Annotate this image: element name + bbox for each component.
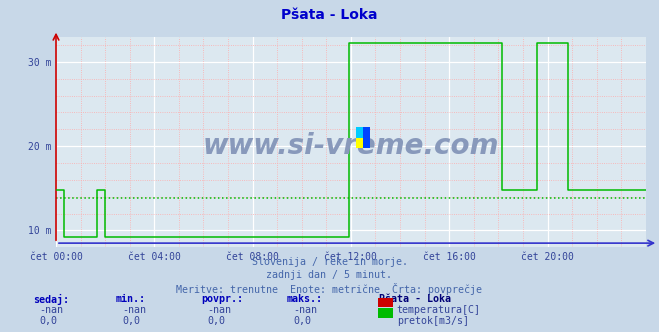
FancyBboxPatch shape: [362, 127, 370, 148]
Text: -nan: -nan: [40, 305, 63, 315]
Text: zadnji dan / 5 minut.: zadnji dan / 5 minut.: [266, 270, 393, 280]
Text: Slovenija / reke in morje.: Slovenija / reke in morje.: [252, 257, 407, 267]
Text: pretok[m3/s]: pretok[m3/s]: [397, 316, 469, 326]
FancyBboxPatch shape: [356, 127, 362, 148]
Text: 0,0: 0,0: [122, 316, 140, 326]
Text: 0,0: 0,0: [208, 316, 225, 326]
Text: Pšata - Loka: Pšata - Loka: [379, 294, 451, 304]
Text: min.:: min.:: [115, 294, 146, 304]
Text: maks.:: maks.:: [287, 294, 323, 304]
Text: sedaj:: sedaj:: [33, 294, 69, 305]
Text: 0,0: 0,0: [40, 316, 57, 326]
Text: Meritve: trenutne  Enote: metrične  Črta: povprečje: Meritve: trenutne Enote: metrične Črta: …: [177, 283, 482, 294]
Text: 0,0: 0,0: [293, 316, 311, 326]
Text: Pšata - Loka: Pšata - Loka: [281, 8, 378, 22]
Text: -nan: -nan: [208, 305, 231, 315]
Text: -nan: -nan: [122, 305, 146, 315]
Text: povpr.:: povpr.:: [201, 294, 243, 304]
Text: www.si-vreme.com: www.si-vreme.com: [203, 132, 499, 160]
Text: temperatura[C]: temperatura[C]: [397, 305, 480, 315]
FancyBboxPatch shape: [356, 127, 362, 138]
Text: -nan: -nan: [293, 305, 317, 315]
